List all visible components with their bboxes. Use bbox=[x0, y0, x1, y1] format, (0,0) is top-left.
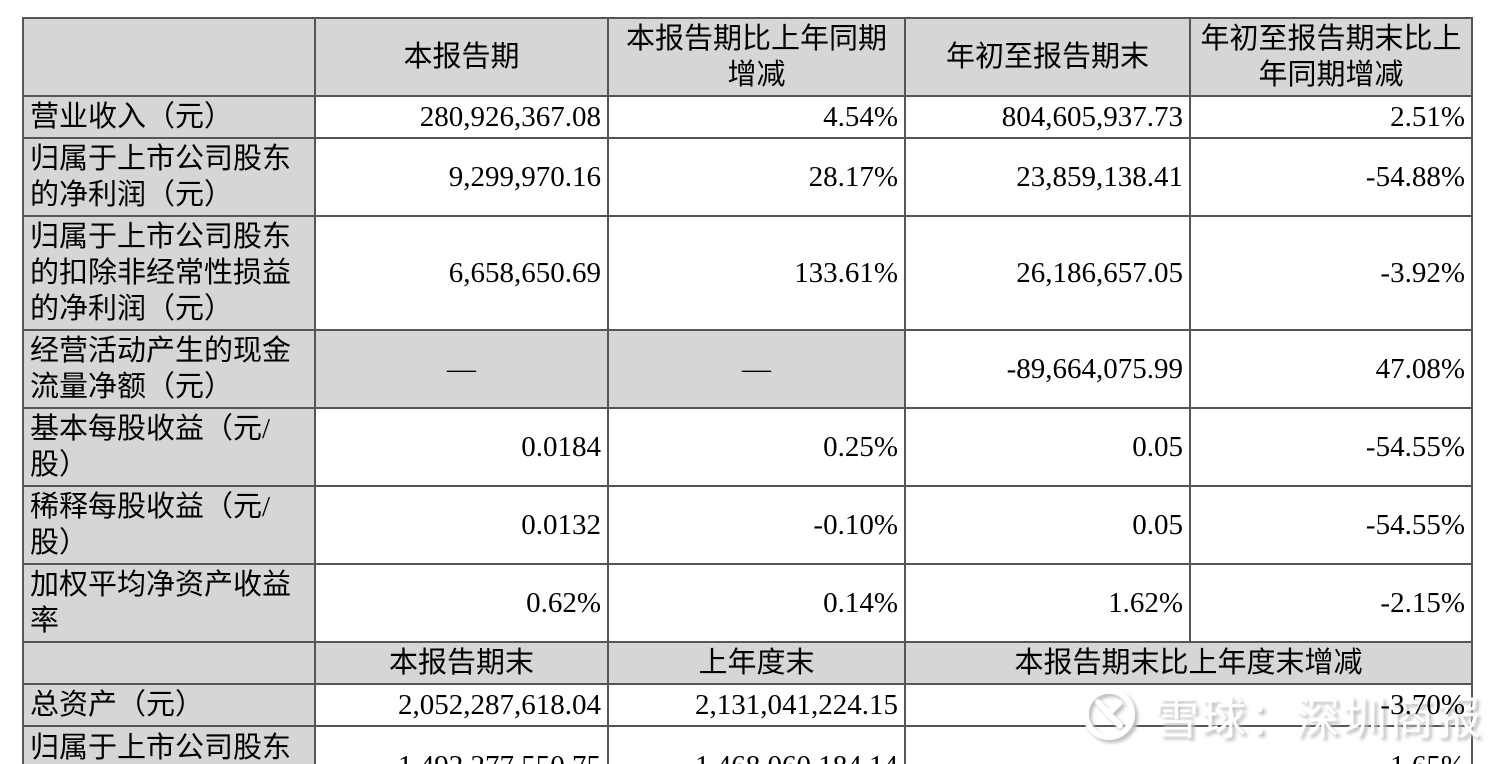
cell-text: 0.62% bbox=[526, 587, 601, 619]
table-row-basic-eps: 基本每股收益（元/股） 0.0184 0.25% 0.05 -54.55% bbox=[22, 407, 1473, 487]
header-change-vs-prior-year-end: 本报告期末比上年度末增减 bbox=[904, 641, 1473, 685]
value-cell: 2,052,287,618.04 bbox=[314, 683, 609, 727]
value-cell: -2.15% bbox=[1189, 563, 1473, 643]
metric-label: 总资产（元） bbox=[22, 683, 316, 727]
cell-text: 1,468,060,184.14 bbox=[695, 750, 898, 764]
header-ytd: 年初至报告期末 bbox=[904, 17, 1191, 97]
value-cell: 1,492,277,550.75 bbox=[314, 725, 609, 764]
value-cell: 47.08% bbox=[1189, 329, 1473, 409]
header-end-of-prior-year: 上年度末 bbox=[607, 641, 906, 685]
cell-text: -54.55% bbox=[1365, 431, 1465, 463]
value-cell: 0.62% bbox=[314, 563, 609, 643]
metric-label: 稀释每股收益（元/股） bbox=[22, 485, 316, 565]
cell-text: -2.15% bbox=[1380, 587, 1465, 619]
value-cell: -54.88% bbox=[1189, 137, 1473, 217]
metric-label: 经营活动产生的现金流量净额（元） bbox=[22, 329, 316, 409]
cell-text: 26,186,657.05 bbox=[1016, 257, 1183, 289]
cell-text: 2.51% bbox=[1390, 101, 1465, 133]
value-cell: 28.17% bbox=[607, 137, 906, 217]
header-current-period-yoy-change: 本报告期比上年同期增减 bbox=[607, 17, 906, 97]
value-cell: 26,186,657.05 bbox=[904, 215, 1191, 331]
cell-text: — bbox=[447, 353, 476, 385]
cell-text: -0.10% bbox=[813, 509, 898, 541]
cell-text: 0.25% bbox=[823, 431, 898, 463]
cell-text: -54.55% bbox=[1365, 509, 1465, 541]
table-header-row-2: 本报告期末 上年度末 本报告期末比上年度末增减 bbox=[22, 641, 1473, 685]
metric-label: 营业收入（元） bbox=[22, 95, 316, 139]
value-cell: 0.25% bbox=[607, 407, 906, 487]
cell-text: 280,926,367.08 bbox=[419, 101, 601, 133]
value-cell-dash: — bbox=[607, 329, 906, 409]
cell-text: — bbox=[742, 353, 771, 385]
cell-text: 0.0132 bbox=[521, 509, 601, 541]
value-cell: 9,299,970.16 bbox=[314, 137, 609, 217]
metric-label: 基本每股收益（元/股） bbox=[22, 407, 316, 487]
header-blank-cell bbox=[22, 641, 316, 685]
value-cell: -3.70% bbox=[904, 683, 1473, 727]
cell-text: 0.14% bbox=[823, 587, 898, 619]
cell-text: 0.05 bbox=[1132, 509, 1183, 541]
table-row-weighted-avg-roe: 加权平均净资产收益率 0.62% 0.14% 1.62% -2.15% bbox=[22, 563, 1473, 643]
metric-label: 归属于上市公司股东的净利润（元） bbox=[22, 137, 316, 217]
cell-text: 2,131,041,224.15 bbox=[695, 689, 898, 721]
value-cell: 23,859,138.41 bbox=[904, 137, 1191, 217]
cell-text: 1.65% bbox=[1390, 750, 1465, 764]
value-cell: 4.54% bbox=[607, 95, 906, 139]
value-cell: 0.0184 bbox=[314, 407, 609, 487]
value-cell: 1.65% bbox=[904, 725, 1473, 764]
cell-text: 6,658,650.69 bbox=[448, 257, 601, 289]
table-row-operating-cash-flow: 经营活动产生的现金流量净额（元） — — -89,664,075.99 47.0… bbox=[22, 329, 1473, 409]
header-current-period: 本报告期 bbox=[314, 17, 609, 97]
value-cell: 1.62% bbox=[904, 563, 1191, 643]
value-cell: 0.0132 bbox=[314, 485, 609, 565]
table-row-owners-equity: 归属于上市公司股东的所有者权益（元） 1,492,277,550.75 1,46… bbox=[22, 725, 1473, 764]
value-cell: -54.55% bbox=[1189, 485, 1473, 565]
cell-text: 9,299,970.16 bbox=[448, 161, 601, 193]
value-cell: 2,131,041,224.15 bbox=[607, 683, 906, 727]
cell-text: -3.92% bbox=[1380, 257, 1465, 289]
header-blank-cell bbox=[22, 17, 316, 97]
table-row-revenue: 营业收入（元） 280,926,367.08 4.54% 804,605,937… bbox=[22, 95, 1473, 139]
value-cell: 0.14% bbox=[607, 563, 906, 643]
cell-text: 4.54% bbox=[823, 101, 898, 133]
value-cell-dash: — bbox=[314, 329, 609, 409]
table-row-net-profit: 归属于上市公司股东的净利润（元） 9,299,970.16 28.17% 23,… bbox=[22, 137, 1473, 217]
value-cell: 0.05 bbox=[904, 407, 1191, 487]
cell-text: 28.17% bbox=[808, 161, 898, 193]
value-cell: 133.61% bbox=[607, 215, 906, 331]
table-header-row-1: 本报告期 本报告期比上年同期增减 年初至报告期末 年初至报告期末比上年同期增减 bbox=[22, 17, 1473, 97]
cell-text: 804,605,937.73 bbox=[1001, 101, 1183, 133]
table-row-total-assets: 总资产（元） 2,052,287,618.04 2,131,041,224.15… bbox=[22, 683, 1473, 727]
cell-text: 47.08% bbox=[1375, 353, 1465, 385]
table-row-net-profit-excl-nonrecurring: 归属于上市公司股东的扣除非经常性损益的净利润（元） 6,658,650.69 1… bbox=[22, 215, 1473, 331]
value-cell: -89,664,075.99 bbox=[904, 329, 1191, 409]
cell-text: -89,664,075.99 bbox=[1006, 353, 1183, 385]
metric-label: 加权平均净资产收益率 bbox=[22, 563, 316, 643]
value-cell: -3.92% bbox=[1189, 215, 1473, 331]
cell-text: 0.0184 bbox=[521, 431, 601, 463]
value-cell: -54.55% bbox=[1189, 407, 1473, 487]
cell-text: 133.61% bbox=[794, 257, 898, 289]
value-cell: 0.05 bbox=[904, 485, 1191, 565]
cell-text: -54.88% bbox=[1365, 161, 1465, 193]
header-end-of-period: 本报告期末 bbox=[314, 641, 609, 685]
value-cell: -0.10% bbox=[607, 485, 906, 565]
financial-summary-table: 本报告期 本报告期比上年同期增减 年初至报告期末 年初至报告期末比上年同期增减 … bbox=[22, 17, 1473, 764]
cell-text: 1,492,277,550.75 bbox=[398, 750, 601, 764]
header-ytd-yoy-change: 年初至报告期末比上年同期增减 bbox=[1189, 17, 1473, 97]
value-cell: 6,658,650.69 bbox=[314, 215, 609, 331]
cell-text: 23,859,138.41 bbox=[1016, 161, 1183, 193]
cell-text: 0.05 bbox=[1132, 431, 1183, 463]
value-cell: 2.51% bbox=[1189, 95, 1473, 139]
metric-label: 归属于上市公司股东的扣除非经常性损益的净利润（元） bbox=[22, 215, 316, 331]
value-cell: 280,926,367.08 bbox=[314, 95, 609, 139]
cell-text: 1.62% bbox=[1108, 587, 1183, 619]
value-cell: 1,468,060,184.14 bbox=[607, 725, 906, 764]
cell-text: 2,052,287,618.04 bbox=[398, 689, 601, 721]
value-cell: 804,605,937.73 bbox=[904, 95, 1191, 139]
table-row-diluted-eps: 稀释每股收益（元/股） 0.0132 -0.10% 0.05 -54.55% bbox=[22, 485, 1473, 565]
metric-label: 归属于上市公司股东的所有者权益（元） bbox=[22, 725, 316, 764]
cell-text: -3.70% bbox=[1380, 689, 1465, 721]
